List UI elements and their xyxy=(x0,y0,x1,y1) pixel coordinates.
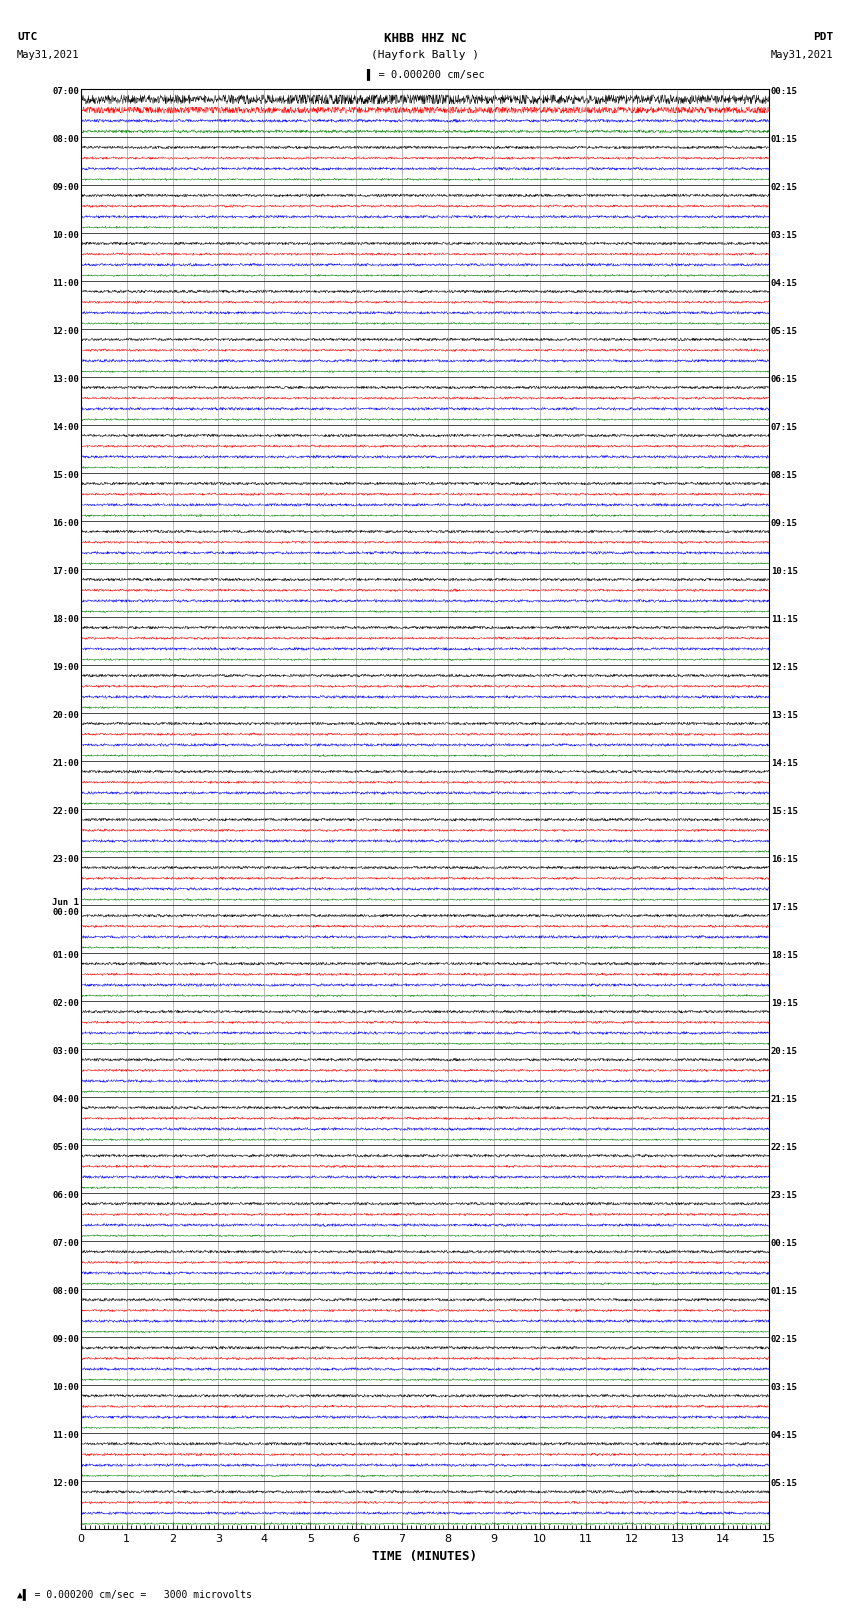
Text: 01:00: 01:00 xyxy=(53,952,79,960)
Text: 21:00: 21:00 xyxy=(53,760,79,768)
Text: ▌ = 0.000200 cm/sec: ▌ = 0.000200 cm/sec xyxy=(366,68,484,79)
Text: 00:15: 00:15 xyxy=(771,1239,797,1248)
Text: May31,2021: May31,2021 xyxy=(17,50,80,60)
Text: 03:15: 03:15 xyxy=(771,231,797,240)
Text: 23:00: 23:00 xyxy=(53,855,79,865)
Text: 22:15: 22:15 xyxy=(771,1144,797,1152)
Text: 08:00: 08:00 xyxy=(53,135,79,144)
Text: 03:15: 03:15 xyxy=(771,1384,797,1392)
Text: 15:00: 15:00 xyxy=(53,471,79,481)
Text: 04:15: 04:15 xyxy=(771,1431,797,1440)
Text: 10:15: 10:15 xyxy=(771,568,797,576)
Text: 19:15: 19:15 xyxy=(771,998,797,1008)
Text: 06:15: 06:15 xyxy=(771,374,797,384)
Text: 05:15: 05:15 xyxy=(771,1479,797,1489)
Text: 11:15: 11:15 xyxy=(771,615,797,624)
Text: 20:00: 20:00 xyxy=(53,711,79,719)
Text: 18:15: 18:15 xyxy=(771,952,797,960)
Text: 12:00: 12:00 xyxy=(53,1479,79,1489)
Text: 12:00: 12:00 xyxy=(53,327,79,336)
Text: 16:15: 16:15 xyxy=(771,855,797,865)
Text: 03:00: 03:00 xyxy=(53,1047,79,1057)
Text: 10:00: 10:00 xyxy=(53,1384,79,1392)
Text: 11:00: 11:00 xyxy=(53,279,79,289)
Text: 21:15: 21:15 xyxy=(771,1095,797,1105)
Text: 14:00: 14:00 xyxy=(53,423,79,432)
Text: 16:00: 16:00 xyxy=(53,519,79,527)
Text: 02:00: 02:00 xyxy=(53,998,79,1008)
Text: (Hayfork Bally ): (Hayfork Bally ) xyxy=(371,50,479,60)
Text: ▲▌ = 0.000200 cm/sec =   3000 microvolts: ▲▌ = 0.000200 cm/sec = 3000 microvolts xyxy=(17,1589,252,1600)
Text: 08:15: 08:15 xyxy=(771,471,797,481)
Text: 09:15: 09:15 xyxy=(771,519,797,527)
Text: PDT: PDT xyxy=(813,32,833,42)
Text: 09:00: 09:00 xyxy=(53,182,79,192)
Text: 05:00: 05:00 xyxy=(53,1144,79,1152)
Text: 02:15: 02:15 xyxy=(771,1336,797,1344)
Text: 17:15: 17:15 xyxy=(771,903,797,911)
Text: 04:00: 04:00 xyxy=(53,1095,79,1105)
Text: 11:00: 11:00 xyxy=(53,1431,79,1440)
Text: 20:15: 20:15 xyxy=(771,1047,797,1057)
Text: 12:15: 12:15 xyxy=(771,663,797,673)
Text: 06:00: 06:00 xyxy=(53,1190,79,1200)
Text: May31,2021: May31,2021 xyxy=(770,50,833,60)
Text: 01:15: 01:15 xyxy=(771,135,797,144)
Text: 07:15: 07:15 xyxy=(771,423,797,432)
Text: UTC: UTC xyxy=(17,32,37,42)
Text: 01:15: 01:15 xyxy=(771,1287,797,1297)
Text: 14:15: 14:15 xyxy=(771,760,797,768)
Text: 13:15: 13:15 xyxy=(771,711,797,719)
Text: 05:15: 05:15 xyxy=(771,327,797,336)
Text: 18:00: 18:00 xyxy=(53,615,79,624)
Text: Jun 1
00:00: Jun 1 00:00 xyxy=(53,898,79,916)
Text: 13:00: 13:00 xyxy=(53,374,79,384)
Text: KHBB HHZ NC: KHBB HHZ NC xyxy=(383,32,467,45)
Text: 07:00: 07:00 xyxy=(53,1239,79,1248)
Text: 09:00: 09:00 xyxy=(53,1336,79,1344)
Text: 02:15: 02:15 xyxy=(771,182,797,192)
Text: 19:00: 19:00 xyxy=(53,663,79,673)
Text: 17:00: 17:00 xyxy=(53,568,79,576)
Text: 22:00: 22:00 xyxy=(53,806,79,816)
Text: 08:00: 08:00 xyxy=(53,1287,79,1297)
Text: 04:15: 04:15 xyxy=(771,279,797,289)
X-axis label: TIME (MINUTES): TIME (MINUTES) xyxy=(372,1550,478,1563)
Text: 07:00: 07:00 xyxy=(53,87,79,95)
Text: 23:15: 23:15 xyxy=(771,1190,797,1200)
Text: 00:15: 00:15 xyxy=(771,87,797,95)
Text: 10:00: 10:00 xyxy=(53,231,79,240)
Text: 15:15: 15:15 xyxy=(771,806,797,816)
